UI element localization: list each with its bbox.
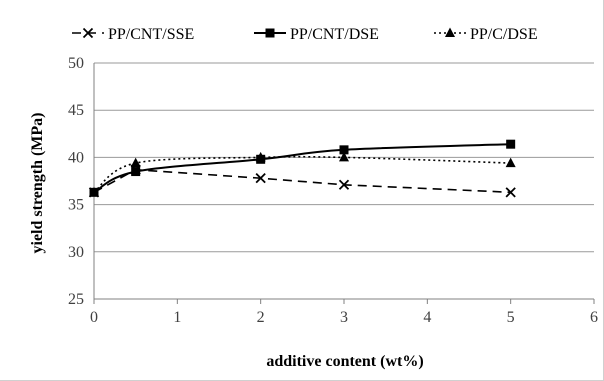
data-point: [505, 157, 516, 168]
legend-marker: [445, 27, 455, 37]
data-point: [255, 173, 266, 184]
x-marker-stroke: [255, 173, 266, 184]
legend-item: PP/CNT/DSE: [254, 26, 379, 43]
x-tick-label: 1: [173, 309, 181, 326]
x-tick-label: 5: [507, 309, 515, 326]
legend-marker: [82, 27, 94, 39]
data-point: [506, 139, 516, 149]
legend-label: PP/C/DSE: [470, 26, 538, 43]
series-line: [93, 143, 511, 194]
legend-label: PP/CNT/SSE: [108, 26, 194, 43]
x-marker-stroke: [505, 187, 516, 198]
series-pp-c-dse: [89, 151, 516, 197]
legend-marker: [265, 28, 275, 38]
x-tick-label: 6: [590, 309, 598, 326]
x-tick-labels: 0 1 2 3 4 5 6: [90, 309, 598, 326]
data-point: [339, 145, 349, 155]
x-tick-label: 4: [423, 309, 431, 326]
axes: [93, 63, 595, 304]
x-tick-label: 0: [90, 309, 98, 326]
data-point: [505, 187, 516, 198]
x-marker-stroke: [82, 27, 94, 39]
x-tick-label: 3: [340, 309, 348, 326]
y-tick-label: 30: [68, 244, 84, 261]
data-point: [339, 151, 349, 162]
legend: PP/CNT/SSE PP/CNT/DSE PP/C/DSE: [72, 26, 538, 43]
x-axis-title: additive content (wt%): [266, 353, 423, 370]
y-tick-label: 40: [68, 149, 84, 166]
x-marker-stroke: [338, 179, 350, 190]
data-point: [89, 186, 99, 197]
data-point: [131, 167, 141, 177]
y-tick-label: 50: [68, 55, 84, 72]
data-point: [130, 157, 141, 168]
y-tick-labels: 25 30 35 40 45 50: [68, 55, 84, 308]
y-tick-label: 35: [68, 197, 84, 214]
x-tick-label: 2: [257, 309, 265, 326]
data-point: [255, 151, 266, 162]
legend-item: PP/CNT/SSE: [72, 26, 194, 43]
legend-label: PP/CNT/DSE: [290, 26, 379, 43]
series-pp-cnt-dse: [89, 139, 516, 197]
series-group: [88, 139, 516, 198]
y-tick-label: 25: [68, 291, 84, 308]
legend-item: PP/C/DSE: [434, 26, 538, 43]
y-axis-title: yield strength (MPa): [29, 112, 46, 253]
y-tick-label: 45: [68, 102, 84, 119]
series-line: [93, 155, 511, 193]
series-line: [93, 168, 511, 194]
data-point: [338, 179, 350, 190]
